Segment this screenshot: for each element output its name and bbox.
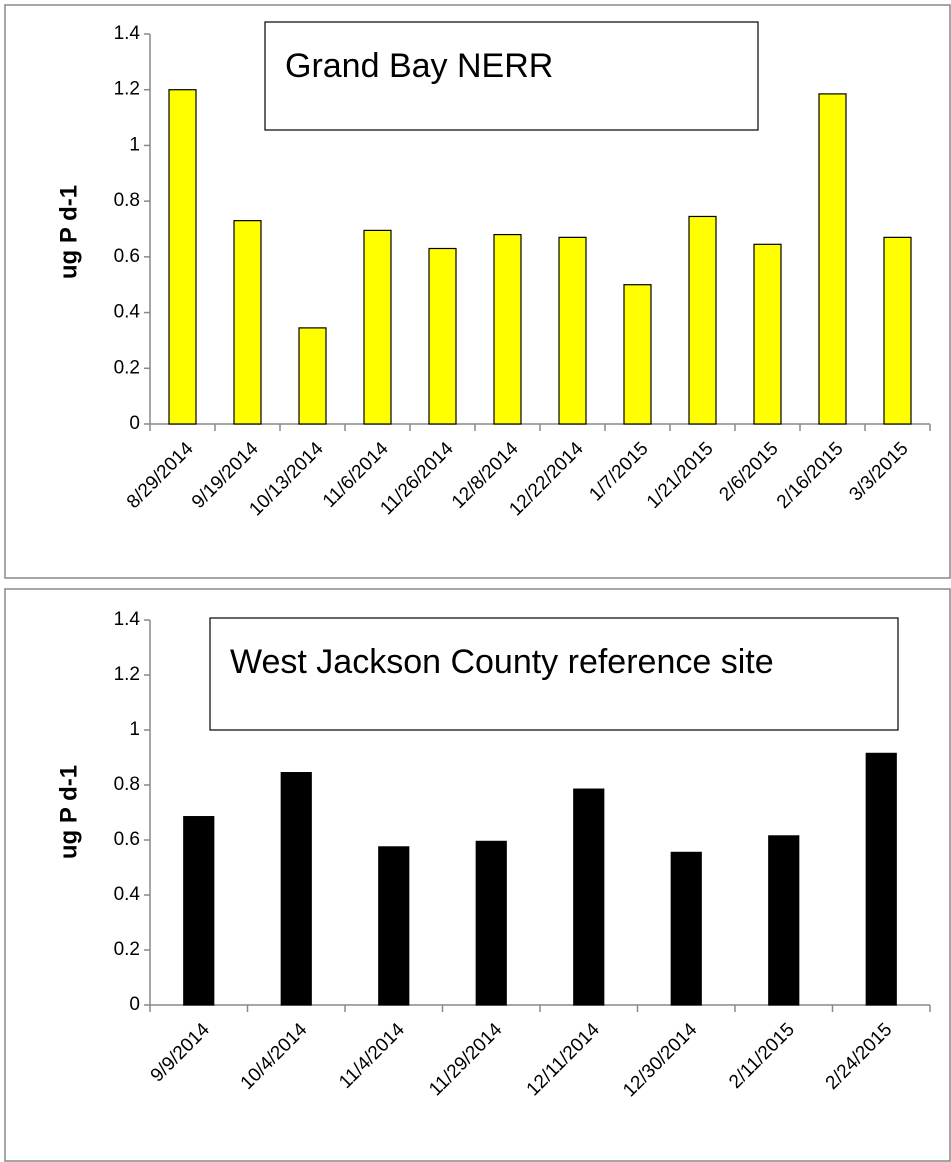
title-box <box>209 617 899 731</box>
bar <box>378 846 410 1006</box>
bar <box>688 215 717 425</box>
y-axis-label: ug P d-1 <box>55 185 82 279</box>
y-tick-label: 0.4 <box>114 302 141 323</box>
y-tick-label: 0.2 <box>114 357 140 378</box>
bar <box>363 229 392 425</box>
y-tick-label: 0.8 <box>114 190 140 211</box>
bar <box>818 93 847 425</box>
chart-title: Grand Bay NERR <box>285 47 553 85</box>
bar <box>233 220 262 425</box>
y-tick-label: 0.4 <box>114 884 141 905</box>
chart-panel <box>4 4 951 579</box>
chart-title: West Jackson County reference site <box>230 643 774 681</box>
x-tick-label: 3/3/2015 <box>845 438 912 505</box>
y-tick-label: 0 <box>129 994 140 1015</box>
bar <box>298 327 327 425</box>
bar <box>493 233 522 425</box>
bar <box>183 816 215 1006</box>
bar <box>168 89 197 425</box>
y-tick-label: 0.8 <box>114 774 140 795</box>
chart-panel <box>4 588 951 1162</box>
bar <box>558 236 587 425</box>
y-axis-label: ug P d-1 <box>55 765 82 859</box>
bar <box>623 284 652 425</box>
bar <box>573 788 605 1006</box>
x-tick-label: 11/4/2014 <box>335 1019 409 1093</box>
y-tick-label: 1.2 <box>114 664 140 685</box>
x-tick-label: 2/11/2015 <box>725 1019 799 1093</box>
x-tick-label: 9/9/2014 <box>147 1019 214 1086</box>
bar <box>428 247 457 425</box>
x-tick-label: 12/30/2014 <box>619 1019 701 1101</box>
y-tick-label: 1 <box>129 719 140 740</box>
bar <box>768 835 800 1006</box>
bar <box>865 752 897 1006</box>
y-tick-label: 0.2 <box>114 939 140 960</box>
y-tick-label: 0.6 <box>114 246 140 267</box>
y-tick-label: 0 <box>129 413 140 434</box>
x-tick-label: 2/16/2015 <box>773 438 848 513</box>
x-tick-label: 8/29/2014 <box>123 438 198 513</box>
x-tick-label: 2/6/2015 <box>715 438 782 505</box>
x-tick-label: 1/7/2015 <box>585 438 652 505</box>
x-tick-label: 11/29/2014 <box>425 1019 506 1100</box>
y-tick-label: 1.2 <box>114 79 140 100</box>
bar <box>280 772 312 1006</box>
bar <box>753 243 782 425</box>
bar <box>883 236 912 425</box>
bar <box>475 840 507 1006</box>
y-tick-label: 1.4 <box>114 23 141 44</box>
title-box <box>264 21 759 131</box>
x-tick-label: 12/11/2014 <box>523 1019 604 1100</box>
y-tick-label: 1.4 <box>114 609 141 630</box>
x-tick-label: 2/24/2015 <box>822 1019 897 1094</box>
x-tick-label: 10/4/2014 <box>237 1019 312 1094</box>
x-tick-label: 1/21/2015 <box>643 438 718 513</box>
bar <box>670 851 702 1006</box>
y-tick-label: 0.6 <box>114 829 140 850</box>
y-tick-label: 1 <box>129 134 140 155</box>
